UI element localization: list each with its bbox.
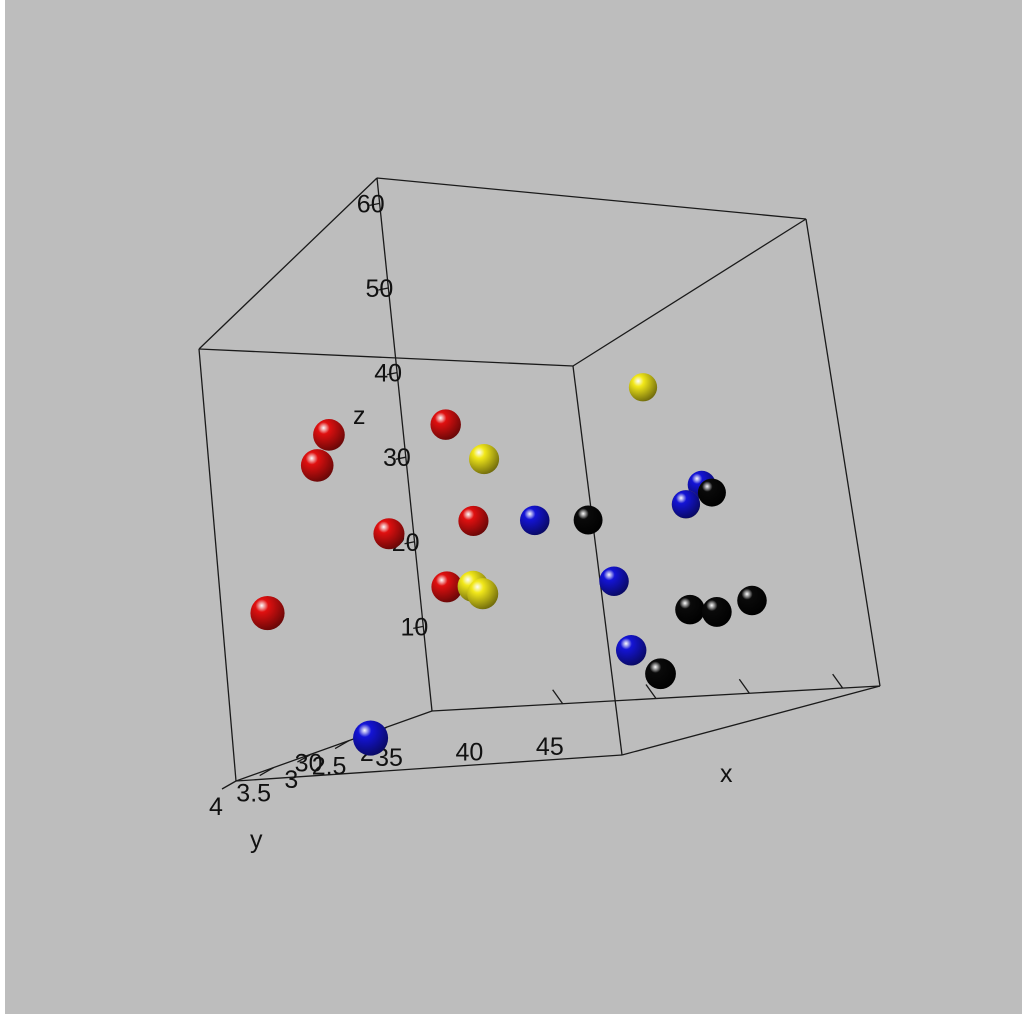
z-tick	[378, 287, 389, 291]
z-tick	[386, 371, 398, 376]
x-tick	[645, 684, 657, 699]
data-point	[645, 658, 676, 690]
y-tick-label: 4	[209, 793, 223, 821]
axis-titles: x y z	[250, 402, 733, 854]
data-point	[458, 505, 489, 537]
bounding-box	[198, 177, 881, 782]
y-tick	[259, 766, 275, 777]
z-tick	[404, 541, 415, 545]
x-tick	[832, 673, 844, 689]
x-tick	[552, 689, 564, 705]
box-edge	[805, 218, 881, 687]
y-tick-label: 2.5	[312, 753, 347, 781]
data-point	[519, 505, 550, 536]
x-axis-label: x	[720, 760, 733, 788]
y-tick-label: 3	[284, 766, 298, 794]
data-point	[468, 443, 500, 475]
x-tick-label: 45	[536, 733, 564, 761]
box-edge	[572, 218, 807, 367]
z-tick	[395, 456, 406, 460]
data-point	[737, 585, 767, 616]
data-point	[430, 409, 461, 440]
box-edge	[621, 685, 881, 756]
z-tick	[369, 202, 380, 207]
z-tick-label: 40	[374, 360, 402, 388]
y-tick-label: 3.5	[236, 780, 271, 808]
data-point	[313, 419, 345, 451]
data-point	[250, 596, 285, 631]
data-point	[628, 373, 658, 402]
y-tick	[297, 753, 312, 763]
y-tick	[334, 740, 350, 750]
box-edge	[198, 348, 574, 367]
box-edge	[198, 348, 237, 782]
z-tick-label: 30	[383, 444, 411, 472]
box-edge	[376, 177, 433, 712]
data-point	[599, 566, 629, 597]
box-edge	[198, 177, 378, 350]
box-edge	[376, 177, 807, 220]
data-points	[250, 373, 767, 756]
data-point	[671, 490, 701, 519]
z-tick	[413, 625, 424, 630]
data-point	[675, 594, 705, 625]
x-tick	[738, 678, 750, 694]
z-axis-label: z	[353, 402, 366, 430]
data-point	[467, 578, 499, 610]
data-point	[431, 571, 463, 603]
data-point	[353, 720, 389, 756]
data-point	[300, 449, 334, 482]
z-tick-label: 60	[357, 190, 385, 218]
y-axis-label: y	[250, 826, 263, 854]
data-point	[701, 596, 732, 627]
z-tick-label: 50	[366, 275, 394, 303]
data-point	[373, 518, 405, 550]
y-tick	[221, 780, 237, 790]
data-point	[615, 635, 647, 666]
data-point	[697, 478, 726, 507]
box-edge	[235, 754, 623, 782]
box-edge	[235, 710, 433, 782]
axis-ticks	[221, 202, 844, 790]
data-point	[573, 505, 603, 535]
box-edge	[572, 365, 623, 756]
z-tick-label: 10	[400, 613, 428, 641]
x-tick-label: 40	[456, 739, 484, 767]
x-tick-label: 30	[295, 749, 323, 777]
